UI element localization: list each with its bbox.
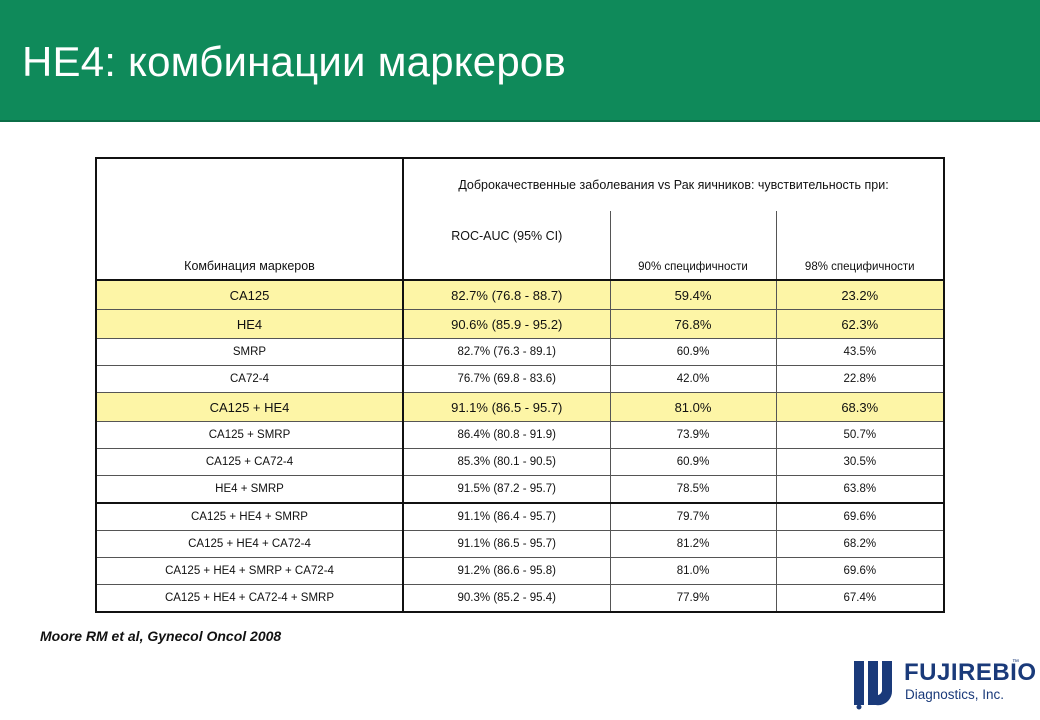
roc-cell: 90.6% (85.9 - 95.2) bbox=[402, 309, 611, 339]
spec98-cell: 68.2% bbox=[775, 530, 946, 558]
table-row: HE4 + SMRP 91.5% (87.2 - 95.7) 78.5% 63.… bbox=[95, 475, 946, 504]
roc-cell: 82.7% (76.8 - 88.7) bbox=[402, 279, 611, 310]
spec90-cell: 81.0% bbox=[609, 557, 777, 585]
spec98-cell: 69.6% bbox=[775, 502, 946, 531]
spec90-cell: 42.0% bbox=[609, 365, 777, 393]
spec90-cell: 73.9% bbox=[609, 421, 777, 449]
table-row: HE4 90.6% (85.9 - 95.2) 76.8% 62.3% bbox=[95, 309, 946, 339]
spec98-cell: 69.6% bbox=[775, 557, 946, 585]
marker-cell: CA125 + HE4 + CA72-4 + SMRP bbox=[95, 584, 404, 613]
table-row: CA125 + HE4 + SMRP 91.1% (86.4 - 95.7) 7… bbox=[95, 502, 946, 531]
roc-cell: 91.1% (86.5 - 95.7) bbox=[402, 392, 611, 422]
marker-cell: SMRP bbox=[95, 338, 404, 366]
roc-cell: 91.2% (86.6 - 95.8) bbox=[402, 557, 611, 585]
header-spec-90: 90% специфичности bbox=[609, 211, 777, 281]
spec90-cell: 76.8% bbox=[609, 309, 777, 339]
roc-cell: 86.4% (80.8 - 91.9) bbox=[402, 421, 611, 449]
table-row: CA125 + HE4 91.1% (86.5 - 95.7) 81.0% 68… bbox=[95, 392, 946, 422]
spec90-cell: 81.2% bbox=[609, 530, 777, 558]
marker-cell: CA125 + HE4 + SMRP bbox=[95, 502, 404, 531]
marker-cell: CA125 bbox=[95, 279, 404, 310]
header-roc-auc: ROC-AUC (95% CI) bbox=[402, 211, 611, 281]
marker-cell: CA125 + CA72-4 bbox=[95, 448, 404, 476]
citation: Moore RM et al, Gynecol Oncol 2008 bbox=[40, 628, 282, 644]
marker-combinations-table: Комбинация маркеров Доброкачественные за… bbox=[95, 157, 946, 613]
spec90-cell: 78.5% bbox=[609, 475, 777, 504]
roc-cell: 76.7% (69.8 - 83.6) bbox=[402, 365, 611, 393]
logo-subtitle: Diagnostics, Inc. bbox=[905, 687, 1005, 702]
spec98-cell: 68.3% bbox=[775, 392, 946, 422]
spec98-cell: 63.8% bbox=[775, 475, 946, 504]
logo-trademark: ™ bbox=[1012, 659, 1019, 666]
table-row: CA125 + HE4 + SMRP + CA72-4 91.2% (86.6 … bbox=[95, 557, 946, 585]
spec90-cell: 77.9% bbox=[609, 584, 777, 613]
table-body: CA125 82.7% (76.8 - 88.7) 59.4% 23.2% HE… bbox=[95, 279, 946, 613]
header-group-title: Доброкачественные заболевания vs Рак яич… bbox=[401, 157, 946, 211]
marker-cell: HE4 + SMRP bbox=[95, 475, 404, 504]
marker-cell: HE4 bbox=[95, 309, 404, 339]
spec90-cell: 60.9% bbox=[609, 338, 777, 366]
table-row: CA125 + CA72-4 85.3% (80.1 - 90.5) 60.9%… bbox=[95, 448, 946, 476]
spec98-cell: 50.7% bbox=[775, 421, 946, 449]
spec90-cell: 60.9% bbox=[609, 448, 777, 476]
title-bar: HE4: комбинации маркеров bbox=[0, 0, 1040, 122]
header-marker-combination: Комбинация маркеров bbox=[95, 157, 404, 281]
table-row: CA72-4 76.7% (69.8 - 83.6) 42.0% 22.8% bbox=[95, 365, 946, 393]
company-logo: FUJIREBIO ™ Diagnostics, Inc. bbox=[848, 655, 1036, 715]
marker-cell: CA125 + HE4 + CA72-4 bbox=[95, 530, 404, 558]
spec98-cell: 43.5% bbox=[775, 338, 946, 366]
logo-brand-name: FUJIREBIO bbox=[904, 659, 1037, 686]
table-row: CA125 82.7% (76.8 - 88.7) 59.4% 23.2% bbox=[95, 279, 946, 310]
roc-cell: 91.5% (87.2 - 95.7) bbox=[402, 475, 611, 504]
header-spec-98: 98% специфичности bbox=[775, 211, 946, 281]
spec98-cell: 30.5% bbox=[775, 448, 946, 476]
roc-cell: 91.1% (86.5 - 95.7) bbox=[402, 530, 611, 558]
roc-cell: 82.7% (76.3 - 89.1) bbox=[402, 338, 611, 366]
marker-cell: CA125 + SMRP bbox=[95, 421, 404, 449]
spec90-cell: 79.7% bbox=[609, 502, 777, 531]
fujirebio-logo-icon bbox=[854, 661, 893, 710]
marker-cell: CA125 + HE4 bbox=[95, 392, 404, 422]
spec98-cell: 62.3% bbox=[775, 309, 946, 339]
table-row: CA125 + HE4 + CA72-4 91.1% (86.5 - 95.7)… bbox=[95, 530, 946, 558]
roc-cell: 85.3% (80.1 - 90.5) bbox=[402, 448, 611, 476]
slide-title: HE4: комбинации маркеров bbox=[22, 38, 566, 85]
table-row: SMRP 82.7% (76.3 - 89.1) 60.9% 43.5% bbox=[95, 338, 946, 366]
spec98-cell: 22.8% bbox=[775, 365, 946, 393]
spec90-cell: 59.4% bbox=[609, 279, 777, 310]
spec98-cell: 67.4% bbox=[775, 584, 946, 613]
roc-cell: 90.3% (85.2 - 95.4) bbox=[402, 584, 611, 613]
table-row: CA125 + HE4 + CA72-4 + SMRP 90.3% (85.2 … bbox=[95, 584, 946, 613]
spec98-cell: 23.2% bbox=[775, 279, 946, 310]
roc-cell: 91.1% (86.4 - 95.7) bbox=[402, 502, 611, 531]
marker-cell: CA72-4 bbox=[95, 365, 404, 393]
marker-cell: CA125 + HE4 + SMRP + CA72-4 bbox=[95, 557, 404, 585]
table-row: CA125 + SMRP 86.4% (80.8 - 91.9) 73.9% 5… bbox=[95, 421, 946, 449]
spec90-cell: 81.0% bbox=[609, 392, 777, 422]
